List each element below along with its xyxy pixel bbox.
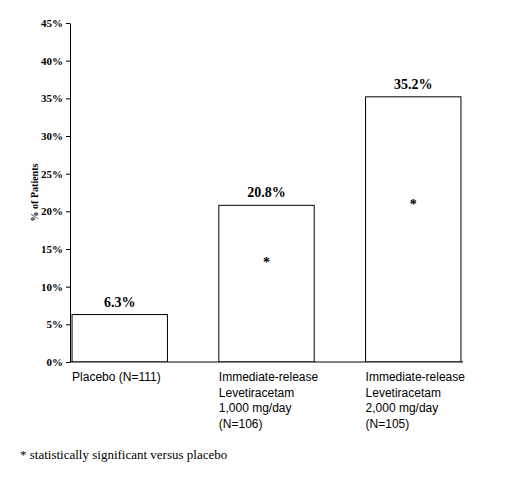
y-tick-label: 5% — [47, 318, 64, 330]
x-tick-label-line: Immediate-release — [366, 370, 466, 384]
bar — [366, 97, 461, 362]
y-tick-label: 35% — [41, 92, 63, 104]
x-tick-label-line: 1,000 mg/day — [219, 401, 292, 415]
x-tick-label: Placebo (N=111) — [72, 370, 161, 384]
y-tick-label: 45% — [41, 17, 63, 29]
x-axis: Placebo (N=111) Immediate-release Levetira… — [70, 362, 465, 431]
bars — [72, 97, 461, 362]
x-tick-label-line: (N=105) — [366, 417, 410, 431]
y-tick-label: 40% — [41, 55, 63, 67]
y-tick: 15% — [41, 243, 70, 255]
x-tick: Placebo (N=111) — [72, 362, 161, 384]
x-tick-label-line: Immediate-release — [219, 370, 319, 384]
x-tick: Immediate-release Levetiracetam2,000 mg/d… — [366, 362, 466, 431]
y-tick-mark — [66, 211, 70, 212]
data-label: 6.3% — [104, 295, 136, 310]
y-axis: 0% 5% 10% 15% 20% 25% 30% 35% 40% 45% — [41, 17, 71, 368]
x-tick-label-line: 2,000 mg/day — [366, 401, 439, 415]
y-tick-mark — [66, 249, 70, 250]
y-tick: 10% — [41, 281, 70, 293]
x-tick-label-line: (N=106) — [219, 417, 263, 431]
y-tick-label: 30% — [41, 130, 63, 142]
y-tick-mark — [66, 61, 70, 62]
x-tick-label: Immediate-release Levetiracetam1,000 mg/d… — [219, 370, 319, 431]
bar — [219, 205, 314, 362]
y-tick-label: 0% — [47, 356, 64, 368]
y-tick: 30% — [41, 130, 70, 142]
annotations: ** — [263, 197, 417, 270]
x-tick-label: Immediate-release Levetiracetam2,000 mg/d… — [366, 370, 466, 431]
footnote: * statistically significant versus place… — [20, 447, 227, 462]
y-tick-mark — [66, 136, 70, 137]
y-tick: 25% — [41, 168, 70, 180]
y-axis-title: % of Patients — [29, 164, 40, 222]
y-tick-label: 25% — [41, 168, 63, 180]
y-tick-mark — [66, 362, 70, 363]
y-tick-mark — [66, 287, 70, 288]
data-label: 20.8% — [247, 185, 286, 200]
bar — [72, 315, 167, 362]
y-tick-label: 15% — [41, 243, 63, 255]
y-tick-mark — [66, 174, 70, 175]
y-tick: 5% — [47, 318, 71, 330]
y-tick-label: 20% — [41, 205, 63, 217]
data-label: 35.2% — [394, 77, 433, 92]
y-tick: 20% — [41, 205, 70, 217]
y-tick: 0% — [47, 356, 71, 368]
x-tick-label-line: Levetiracetam — [366, 386, 441, 400]
annotation: * — [263, 255, 270, 270]
x-tick: Immediate-release Levetiracetam1,000 mg/d… — [219, 362, 319, 431]
annotation: * — [410, 197, 417, 212]
y-axis-line — [70, 24, 71, 363]
y-tick-label: 10% — [41, 281, 63, 293]
y-tick: 35% — [41, 92, 70, 104]
data-labels: 6.3% 20.8% 35.2% — [104, 77, 433, 310]
y-tick-mark — [66, 324, 70, 325]
y-tick: 40% — [41, 55, 70, 67]
x-axis-line — [70, 362, 463, 363]
y-tick-mark — [66, 23, 70, 24]
x-tick-label-line: Levetiracetam — [219, 386, 294, 400]
chart: 0% 5% 10% 15% 20% 25% 30% 35% 40% 45% Placebo (N=1… — [0, 0, 508, 490]
x-tick-label-line: Placebo (N=111) — [72, 370, 161, 384]
y-tick-mark — [66, 98, 70, 99]
y-tick: 45% — [41, 17, 70, 29]
